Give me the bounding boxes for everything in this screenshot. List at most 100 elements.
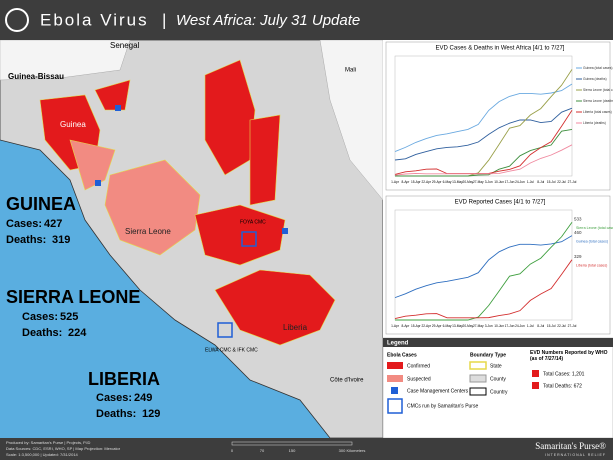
- confirmed-swatch: [387, 362, 403, 369]
- legend-heading: Ebola Cases: [387, 352, 417, 358]
- x-tick-label: 8-Apr: [402, 180, 411, 184]
- series-line: [394, 107, 573, 161]
- country-name: SIERRA LEONE: [6, 287, 140, 307]
- legend-entry: Sierra Leone (total cases): [583, 88, 613, 92]
- cmc-swatch: [391, 387, 398, 394]
- legend-header: [383, 338, 613, 347]
- x-tick-label: 8-Jul: [537, 180, 544, 184]
- map-label: ELWA CMC & IFK CMC: [205, 347, 258, 353]
- legend-label: State: [490, 363, 502, 369]
- deaths-icon: [532, 382, 539, 389]
- legend-entry: Liberia (deaths): [583, 121, 606, 125]
- legend-label: Suspected: [407, 376, 431, 382]
- x-tick-label: 3-Jun: [485, 324, 493, 328]
- who-stat: Total Deaths: 672: [543, 383, 582, 389]
- x-tick-label: 22-Jul: [557, 324, 566, 328]
- plot-area: [394, 55, 573, 177]
- x-tick-label: 1-Apr: [391, 180, 400, 184]
- footer: [0, 438, 613, 460]
- legend-entry: Guinea (deaths): [583, 77, 607, 81]
- end-label: 460: [574, 230, 582, 235]
- legend-entry: Sierra Leone (deaths): [583, 99, 613, 103]
- cmc-icon: [95, 180, 101, 186]
- legend-entry: Guinea (total cases): [583, 66, 613, 70]
- x-tick-label: 6-May: [443, 324, 452, 328]
- map: Senegal Guinea-Bissau Guinea Sierra Leon…: [0, 39, 384, 439]
- x-tick-label: 17-Jun: [505, 324, 515, 328]
- x-tick-label: 1-Apr: [391, 324, 400, 328]
- x-tick-label: 6-May: [443, 180, 452, 184]
- legend-heading: Boundary Type: [470, 352, 506, 358]
- stat-value: 224: [68, 327, 87, 339]
- header: [0, 0, 613, 40]
- x-tick-label: 20-May: [463, 180, 474, 184]
- x-tick-label: 27-May: [473, 324, 484, 328]
- x-tick-label: 22-Jul: [557, 180, 566, 184]
- scale-bar: [231, 441, 353, 446]
- scale-label: 70: [260, 448, 265, 453]
- x-tick-label: 1-Jul: [527, 180, 534, 184]
- x-tick-label: 8-Apr: [402, 324, 411, 328]
- scale-label: 0: [231, 448, 234, 453]
- footer-text: Scale: 1:3,500,000 | Updated: 7/31/2014: [6, 452, 79, 457]
- separator: |: [162, 10, 166, 29]
- x-tick-label: 27-Jul: [568, 180, 577, 184]
- series-line: [394, 144, 573, 176]
- legend-box: [382, 337, 613, 439]
- cmc-icon: [115, 105, 121, 111]
- map-label: Liberia: [283, 323, 308, 332]
- chart-title: EVD Cases & Deaths in West Africa [4/1 t…: [436, 46, 565, 52]
- sp-cmc: [241, 231, 257, 247]
- end-label: 329: [574, 254, 582, 259]
- stat-value: 249: [134, 392, 152, 404]
- x-tick-label: 27-May: [473, 180, 484, 184]
- legend-label: Country: [490, 389, 508, 395]
- sp-cmc-swatch: [387, 398, 403, 414]
- legend-entry: Sierra Leone (total cases): [576, 226, 613, 230]
- x-tick-label: 3-Jun: [485, 180, 493, 184]
- confirmed-region: [94, 79, 131, 111]
- stat-label: Deaths:: [96, 408, 136, 420]
- x-tick-label: 29-Apr: [432, 324, 443, 328]
- map-label: Mali: [345, 68, 356, 74]
- legend-entry: Liberia (total cases): [576, 264, 607, 268]
- x-tick-label: 17-Jun: [505, 180, 515, 184]
- x-tick-label: 13-May: [452, 180, 463, 184]
- subtitle: West Africa: July 31 Update: [176, 12, 360, 29]
- x-tick-label: 22-Apr: [421, 180, 432, 184]
- country-swatch: [469, 387, 487, 396]
- stat-label: Cases:: [6, 218, 42, 230]
- suspected-region: [69, 139, 116, 191]
- footer-text: Data Sources: CDC, ESRI, WHO, SP | Map P…: [6, 446, 121, 451]
- suspected-region: [104, 159, 201, 256]
- series-line: [394, 83, 573, 153]
- charts: EVD Cases & Deaths in West Africa [4/1 t…: [385, 41, 613, 335]
- legend-entry: Liberia (total cases): [583, 110, 612, 114]
- map-label: Guinea: [60, 120, 86, 129]
- stat-value: 525: [60, 311, 78, 323]
- end-label: 533: [574, 216, 582, 221]
- legend: Legend Ebola Cases Confirmed Suspected C…: [382, 337, 613, 439]
- state-swatch: [469, 361, 487, 370]
- stat-label: Cases:: [96, 392, 132, 404]
- footer-text: Produced by: Samaritan's Purse | Project…: [6, 440, 91, 445]
- x-tick-label: 15-Apr: [411, 180, 422, 184]
- country-stats: GUINEA Cases: 427 Deaths: 319 SIERRA LEO…: [6, 194, 160, 420]
- suspected-swatch: [387, 375, 403, 382]
- legend-label: Confirmed: [407, 363, 430, 369]
- x-tick-label: 15-Apr: [411, 324, 422, 328]
- cases-icon: [532, 370, 539, 377]
- legend-title: Legend: [387, 341, 409, 347]
- stat-label: Cases:: [22, 311, 58, 323]
- cmc-icon: [282, 228, 288, 234]
- stat-value: 129: [142, 408, 160, 420]
- who-title: EVD Numbers Reported by WHO (as of 7/27/…: [530, 350, 608, 362]
- x-tick-label: 15-Jul: [547, 180, 556, 184]
- map-label: FOYA CMC: [240, 219, 266, 225]
- who-heading: EVD Numbers Reported by WHO (as of 7/27/…: [530, 350, 608, 362]
- map-label: Guinea-Bissau: [8, 72, 64, 81]
- map-label: Senegal: [110, 41, 140, 50]
- legend-label: CMCs run by Samaritan's Purse: [407, 403, 478, 409]
- map-label: Sierra Leone: [125, 227, 171, 236]
